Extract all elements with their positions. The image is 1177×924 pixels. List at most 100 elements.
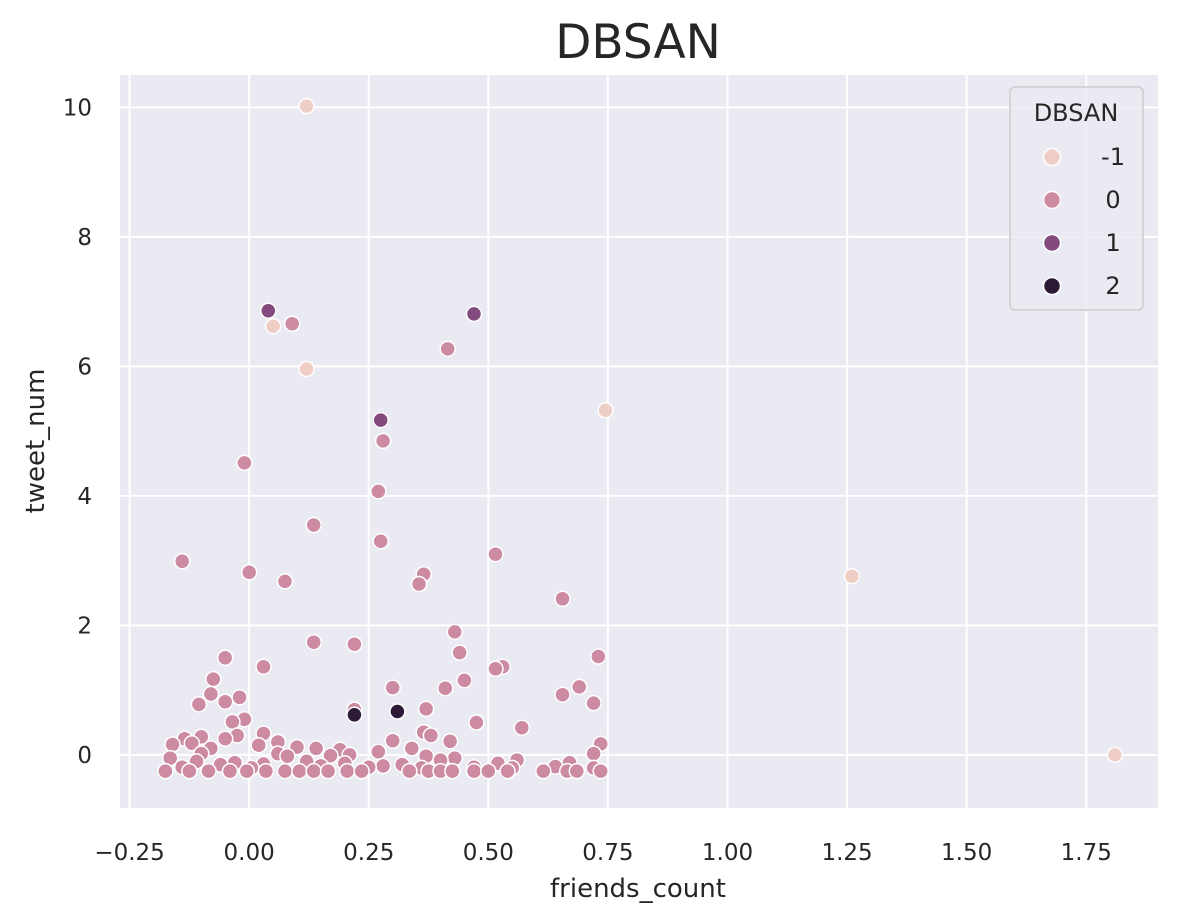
legend-marker — [1042, 233, 1062, 253]
legend-label: -1 — [1101, 143, 1125, 171]
data-point-cluster-0 — [592, 762, 609, 780]
data-point-cluster-0 — [499, 762, 516, 780]
data-point-cluster-0 — [372, 532, 389, 550]
y-tick-label: 10 — [63, 95, 92, 121]
legend-label: 0 — [1105, 186, 1120, 214]
data-point-cluster-0 — [374, 432, 392, 450]
data-point-cluster-0 — [216, 693, 234, 711]
data-point-cluster-0 — [157, 762, 174, 780]
legend-marker — [1042, 147, 1062, 167]
data-point-cluster-0 — [554, 590, 571, 608]
plot-background — [120, 75, 1158, 808]
x-tick-label: 1.25 — [821, 840, 872, 866]
data-point-cluster-0 — [224, 713, 241, 731]
data-point-cluster-0 — [465, 762, 483, 780]
data-point-cluster-0 — [291, 762, 308, 780]
data-point-cluster-0 — [283, 315, 301, 332]
data-point-cluster-0 — [535, 762, 552, 780]
data-point-cluster-0 — [554, 686, 571, 703]
x-axis-label: friends_count — [550, 874, 726, 904]
data-point-cluster--1 — [1106, 746, 1124, 764]
data-point-cluster-0 — [205, 670, 222, 688]
data-point-cluster-0 — [319, 762, 337, 780]
x-tick-label: 1.75 — [1061, 840, 1112, 866]
data-point-cluster-2 — [346, 706, 363, 724]
data-point-cluster-0 — [585, 694, 602, 712]
data-point-cluster--1 — [597, 402, 614, 419]
data-point-cluster-0 — [307, 740, 325, 757]
legend-label: 2 — [1105, 272, 1120, 300]
y-tick-label: 0 — [77, 743, 92, 769]
data-point-cluster-0 — [410, 575, 428, 593]
data-point-cluster-0 — [164, 736, 181, 753]
data-point-cluster-0 — [384, 679, 401, 696]
data-point-cluster-0 — [446, 623, 464, 641]
data-point-cluster-0 — [305, 516, 322, 534]
data-point-cluster-0 — [487, 660, 504, 678]
data-point-cluster-0 — [585, 745, 602, 762]
y-tick-label: 6 — [77, 354, 92, 380]
x-tick-label: −0.25 — [94, 840, 164, 866]
legend-entries: -1 0 1 2 — [1042, 143, 1125, 300]
data-point-cluster-0 — [257, 762, 275, 780]
data-point-cluster-0 — [590, 648, 607, 665]
data-point-cluster-2 — [389, 703, 406, 720]
y-tick-label: 8 — [77, 225, 92, 251]
x-tick-label: 0.50 — [463, 840, 514, 866]
data-point-cluster-0 — [338, 762, 356, 780]
y-tick-label: 4 — [77, 484, 92, 510]
legend: DBSAN -1 0 1 2 — [1009, 86, 1144, 311]
y-tick-labels: 0 2 4 6 8 10 — [63, 95, 92, 769]
data-point-cluster-0 — [250, 736, 267, 754]
data-point-cluster-0 — [346, 635, 363, 653]
data-point-cluster-0 — [422, 727, 440, 744]
data-point-cluster-0 — [480, 762, 497, 780]
data-point-cluster-0 — [216, 649, 234, 667]
data-point-cluster-0 — [279, 747, 296, 765]
data-point-cluster-0 — [305, 633, 322, 651]
data-point-cluster-0 — [236, 454, 253, 472]
x-tick-label: 0.00 — [224, 840, 275, 866]
data-point-cluster--1 — [298, 360, 315, 378]
data-point-cluster-0 — [238, 762, 256, 780]
x-tick-label: 0.75 — [582, 840, 633, 866]
data-point-cluster-0 — [276, 762, 294, 780]
data-point-cluster-0 — [255, 658, 272, 676]
x-tick-labels: −0.25 0.00 0.25 0.50 0.75 1.00 1.25 1.50 1.75 — [94, 840, 1112, 866]
data-point-cluster-0 — [190, 696, 208, 713]
data-point-cluster-0 — [451, 644, 468, 661]
legend-title: DBSAN — [1034, 99, 1119, 127]
data-point-cluster-0 — [221, 762, 239, 780]
data-point-cluster-0 — [487, 545, 504, 563]
data-point-cluster-0 — [468, 714, 485, 731]
data-point-cluster-0 — [568, 762, 586, 780]
legend-marker — [1042, 276, 1062, 296]
data-point-cluster-0 — [570, 678, 588, 696]
data-point-cluster-0 — [370, 483, 387, 500]
data-point-cluster-0 — [370, 743, 387, 760]
data-point-cluster-0 — [240, 564, 258, 581]
data-point-cluster-0 — [456, 672, 473, 689]
data-point-cluster-1 — [372, 411, 389, 429]
data-point-cluster-0 — [401, 762, 418, 780]
data-point-cluster-0 — [417, 700, 435, 718]
data-point-cluster-0 — [403, 740, 421, 757]
data-point-cluster-0 — [183, 734, 201, 752]
legend-label: 1 — [1105, 229, 1120, 257]
x-tick-label: 0.25 — [343, 840, 394, 866]
grid — [120, 75, 1158, 808]
y-tick-label: 2 — [77, 613, 92, 639]
data-point-cluster--1 — [843, 567, 861, 585]
data-point-cluster-0 — [374, 757, 392, 775]
data-point-cluster-0 — [437, 679, 454, 697]
data-point-cluster-0 — [173, 553, 191, 570]
data-point-cluster-0 — [322, 747, 339, 764]
data-point-cluster-0 — [216, 730, 234, 747]
data-point-cluster-0 — [384, 732, 401, 749]
data-point-cluster-0 — [181, 762, 198, 780]
data-point-cluster-0 — [444, 762, 461, 780]
data-point-cluster-0 — [202, 685, 220, 703]
data-point-cluster-0 — [231, 689, 248, 706]
legend-marker — [1042, 190, 1062, 210]
